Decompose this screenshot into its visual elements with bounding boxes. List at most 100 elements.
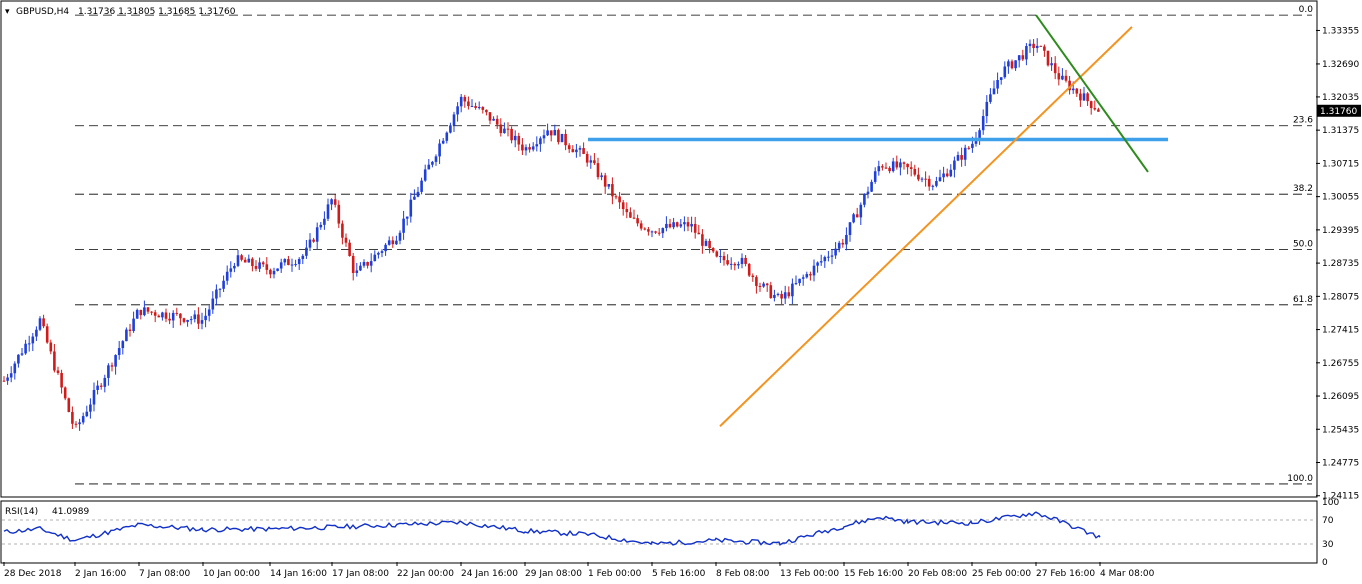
candle-body [888,167,891,172]
candle-body [63,387,67,399]
y-tick-label: 1.27415 [1322,326,1359,336]
candle-body [614,196,618,198]
x-tick-label: 4 Mar 08:00 [1100,569,1155,579]
candle-body [553,129,557,136]
candle-body [384,244,387,252]
main-plot-frame [0,0,1318,498]
candle-body [902,162,906,164]
candle-body [618,196,621,203]
y-tick-label: 1.31375 [1322,126,1359,136]
candle-body [989,94,992,102]
candle-body [654,231,657,233]
header-arrow-icon[interactable]: ▾ [5,7,10,17]
candle-body [528,147,531,150]
candle-body [71,411,74,424]
candle-body [380,251,384,253]
candle-body [470,106,474,108]
candle-body [945,173,949,177]
candle-body [308,239,312,248]
candle-body [164,312,168,319]
candle-body [409,199,413,217]
y-tick-label: 1.30055 [1322,193,1359,203]
candle-body [128,329,132,332]
y-tick-label: 1.30715 [1322,159,1359,169]
candle-body [881,166,884,168]
candle-body [834,248,837,256]
candle-body [632,217,636,219]
candle-body [355,270,359,273]
candle-body [848,222,852,235]
candle-body [456,106,459,115]
candle-body [182,318,186,322]
candle-body [891,161,895,172]
candle-body [204,315,207,321]
candle-body [1071,88,1075,91]
candle-body [686,222,690,227]
candle-body [362,261,366,266]
candle-body [1064,75,1068,81]
candle-body [708,240,711,248]
candle-body [1007,61,1010,67]
candle-body [373,254,377,262]
candle-body [906,163,909,168]
candle-body [899,162,902,168]
candle-body [1039,45,1043,47]
fib-label-100.0: 100.0 [1287,474,1313,484]
candle-body [1089,101,1093,109]
candle-body [621,202,625,210]
rsi-tick-label: 70 [1322,516,1334,526]
candle-body [348,242,351,256]
y-tick-label: 1.29395 [1322,226,1359,236]
candle-body [517,135,521,145]
candle-body [978,130,981,138]
ohlc-values: 1.31736 1.31805 1.31685 1.31760 [78,7,236,17]
candle-body [611,184,614,197]
candle-body [337,204,341,224]
candle-body [351,255,355,273]
candle-body [305,247,308,256]
candle-body [441,140,445,144]
candle-body [369,261,373,266]
candle-body [49,342,53,352]
candle-body [391,240,395,245]
candle-body [877,166,881,172]
current-price-tag [1317,104,1361,117]
candle-body [701,234,704,246]
candle-body [812,265,816,276]
candle-body [247,258,251,263]
candle-body [690,223,693,227]
candle-body [434,156,438,162]
candle-body [85,411,89,417]
candle-body [420,180,423,192]
candle-body [1079,93,1082,101]
candle-body [1068,80,1071,91]
candle-body [722,256,726,261]
candle-body [1097,109,1100,112]
candle-body [873,171,877,182]
candle-body [1050,63,1053,66]
candle-body [251,258,254,267]
candle-body [2,380,6,382]
candle-body [132,318,135,332]
candle-body [45,326,49,343]
candle-body [301,255,305,260]
candle-body [200,320,204,324]
candle-body [1032,43,1035,49]
candle-body [125,329,128,342]
candle-body [9,373,13,378]
candle-body [463,96,467,102]
x-tick-label: 8 Feb 08:00 [716,569,770,579]
candle-body [42,318,45,327]
x-tick-label: 2 Jan 16:00 [75,569,127,579]
candle-body [81,416,85,423]
x-tick-label: 29 Jan 08:00 [525,569,582,579]
candle-body [135,309,139,319]
y-tick-label: 1.24115 [1322,492,1359,502]
candle-body [225,271,229,281]
candle-body [117,348,121,356]
candle-body [740,257,744,265]
candle-body [999,77,1003,80]
candle-body [413,196,416,200]
x-tick-label: 1 Feb 00:00 [588,569,642,579]
